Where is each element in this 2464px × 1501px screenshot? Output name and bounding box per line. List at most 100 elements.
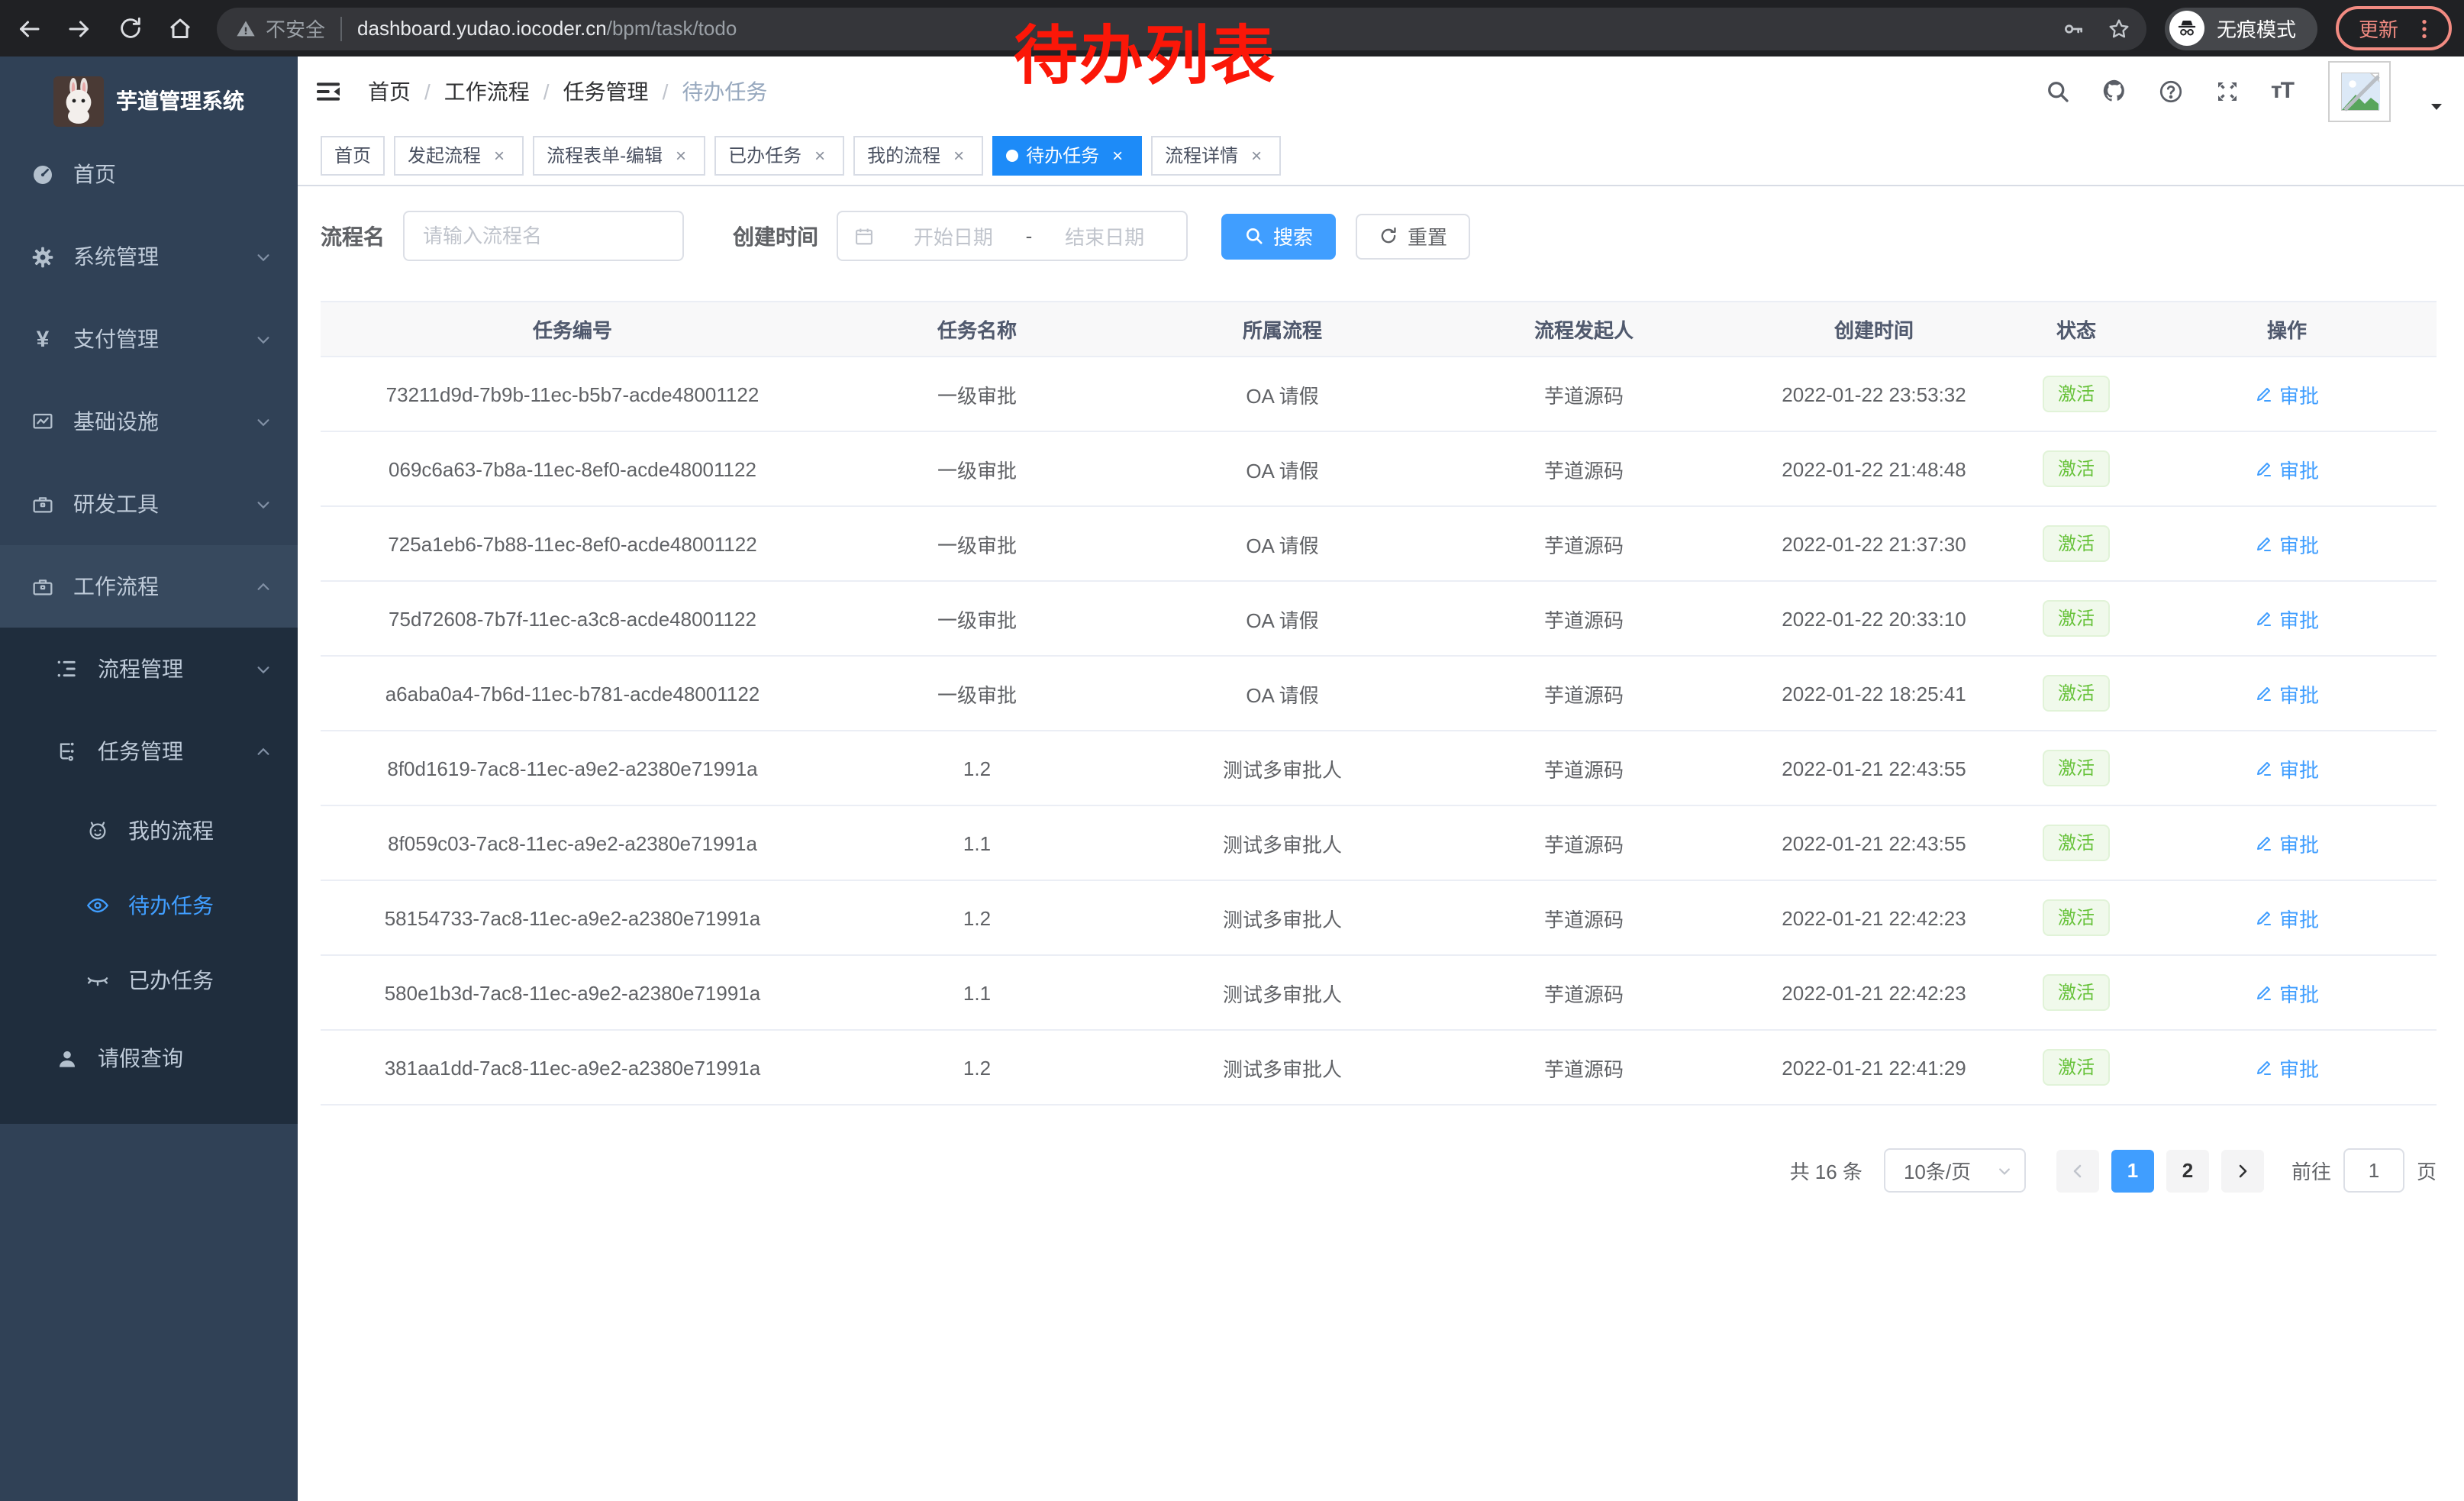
- breadcrumb: 首页 / 工作流程 / 任务管理 / 待办任务: [368, 76, 767, 106]
- tab-process-detail[interactable]: 流程详情: [1151, 135, 1282, 175]
- chevron-down-icon: [255, 414, 270, 429]
- breadcrumb-task-mgmt[interactable]: 任务管理: [563, 79, 649, 103]
- avatar-caret-icon[interactable]: [2427, 97, 2446, 115]
- page-2-button[interactable]: 2: [2166, 1149, 2209, 1192]
- close-icon[interactable]: [489, 144, 510, 166]
- page-1-button[interactable]: 1: [2111, 1149, 2154, 1192]
- not-secure-warning-icon: [235, 18, 256, 39]
- sidebar-item-system-mgmt[interactable]: 系统管理: [0, 215, 298, 298]
- process-name-input[interactable]: [403, 211, 684, 261]
- font-size-icon[interactable]: тT: [2270, 78, 2295, 104]
- chevron-down-icon: [255, 249, 270, 264]
- github-icon[interactable]: [2101, 77, 2129, 105]
- approve-link[interactable]: 审批: [2255, 978, 2319, 1007]
- bookmark-star-icon[interactable]: [2107, 16, 2131, 40]
- browser-chrome: 不安全 dashboard.yudao.iocoder.cn/bpm/task/…: [0, 0, 2464, 56]
- home-icon[interactable]: [166, 15, 194, 42]
- sidebar-item-task-mgmt[interactable]: 任务管理: [0, 710, 298, 792]
- url-host: dashboard.yudao.iocoder.cn: [357, 17, 607, 40]
- approve-link[interactable]: 审批: [2255, 754, 2319, 783]
- search-button[interactable]: 搜索: [1221, 213, 1337, 259]
- pagination: 共 16 条 10条/页 1 2: [321, 1148, 2437, 1193]
- eye-open-icon: [85, 893, 110, 917]
- app-logo-row[interactable]: 芋道管理系统: [0, 56, 298, 133]
- app-title: 芋道管理系统: [116, 89, 244, 113]
- sidebar-item-infrastructure[interactable]: 基础设施: [0, 380, 298, 463]
- date-range-picker[interactable]: 开始日期 - 结束日期: [837, 211, 1188, 261]
- approve-link[interactable]: 审批: [2255, 903, 2319, 932]
- edit-pencil-icon: [2256, 912, 2271, 925]
- sidebar-item-todo-tasks[interactable]: 待办任务: [0, 867, 298, 942]
- broken-image-icon: [2340, 72, 2379, 111]
- breadcrumb-separator: /: [424, 79, 431, 103]
- table-row: 8f0d1619-7ac8-11ec-a9e2-a2380e71991a 1.2…: [321, 731, 2437, 806]
- help-icon[interactable]: [2158, 77, 2185, 105]
- sidebar-collapse-icon[interactable]: [313, 76, 343, 106]
- close-icon[interactable]: [809, 144, 830, 166]
- next-page-button[interactable]: [2221, 1149, 2264, 1192]
- goto-page-input[interactable]: [2343, 1148, 2404, 1193]
- close-icon[interactable]: [1246, 144, 1267, 166]
- approve-link[interactable]: 审批: [2255, 454, 2319, 483]
- edit-pencil-icon: [2256, 463, 2271, 476]
- chevron-up-icon: [255, 579, 270, 594]
- avatar[interactable]: [2328, 60, 2391, 121]
- update-label: 更新: [2358, 18, 2398, 41]
- calendar-icon: [853, 225, 875, 247]
- sidebar-item-dev-tools[interactable]: 研发工具: [0, 463, 298, 545]
- sidebar-item-process-mgmt[interactable]: 流程管理: [0, 628, 298, 710]
- security-label: 不安全: [266, 18, 326, 41]
- chevron-up-icon: [255, 744, 270, 759]
- header-actions: тT: [2045, 60, 2446, 121]
- approve-link[interactable]: 审批: [2255, 679, 2319, 708]
- status-badge: 激活: [2042, 675, 2110, 712]
- approve-link[interactable]: 审批: [2255, 1053, 2319, 1082]
- sidebar-item-leave-query[interactable]: 请假查询: [0, 1017, 298, 1099]
- search-icon[interactable]: [2045, 77, 2072, 105]
- sidebar-menu: 首页 系统管理 ¥ 支付管理: [0, 133, 298, 1124]
- url-bar[interactable]: 不安全 dashboard.yudao.iocoder.cn/bpm/task/…: [217, 7, 2146, 50]
- reload-icon[interactable]: [116, 15, 144, 42]
- edit-pencil-icon: [2256, 388, 2271, 402]
- tab-home[interactable]: 首页: [321, 135, 385, 175]
- robot-face-icon: [85, 818, 110, 842]
- password-key-icon[interactable]: [2061, 16, 2085, 40]
- sidebar-item-payment-mgmt[interactable]: ¥ 支付管理: [0, 298, 298, 380]
- forward-icon[interactable]: [66, 15, 93, 42]
- tab-my-processes[interactable]: 我的流程: [853, 135, 984, 175]
- prev-page-button[interactable]: [2056, 1149, 2099, 1192]
- browser-menu-dots-icon[interactable]: [2412, 16, 2437, 40]
- edit-pencil-icon: [2256, 837, 2271, 851]
- back-icon[interactable]: [15, 15, 43, 42]
- edit-pencil-icon: [2256, 762, 2271, 776]
- breadcrumb-workflow[interactable]: 工作流程: [443, 79, 530, 103]
- col-status: 状态: [2015, 301, 2137, 357]
- sidebar-item-done-tasks[interactable]: 已办任务: [0, 942, 298, 1017]
- tab-todo-tasks[interactable]: 待办任务: [992, 135, 1143, 175]
- breadcrumb-home[interactable]: 首页: [368, 79, 411, 103]
- refresh-icon: [1379, 226, 1398, 246]
- fullscreen-icon[interactable]: [2214, 77, 2242, 105]
- incognito-icon: [2169, 11, 2204, 46]
- sidebar-item-workflow[interactable]: 工作流程: [0, 545, 298, 628]
- page-size-select[interactable]: 10条/页: [1883, 1148, 2026, 1193]
- end-date-placeholder: 结束日期: [1065, 226, 1145, 249]
- reset-button[interactable]: 重置: [1356, 213, 1471, 259]
- tab-done-tasks[interactable]: 已办任务: [714, 135, 845, 175]
- approve-link[interactable]: 审批: [2255, 828, 2319, 857]
- approve-link[interactable]: 审批: [2255, 379, 2319, 408]
- tab-start-process[interactable]: 发起流程: [394, 135, 524, 175]
- approve-link[interactable]: 审批: [2255, 604, 2319, 633]
- close-icon[interactable]: [948, 144, 969, 166]
- table-row: 8f059c03-7ac8-11ec-a9e2-a2380e71991a 1.1…: [321, 805, 2437, 881]
- tab-process-form-edit[interactable]: 流程表单-编辑: [533, 135, 706, 175]
- indent-list-icon: [55, 657, 79, 681]
- close-icon[interactable]: [1107, 144, 1128, 166]
- close-icon[interactable]: [670, 144, 692, 166]
- col-task-id: 任务编号: [321, 301, 824, 357]
- approve-link[interactable]: 审批: [2255, 529, 2319, 558]
- sidebar-item-home[interactable]: 首页: [0, 133, 298, 215]
- edit-pencil-icon: [2256, 1061, 2271, 1075]
- browser-update-button[interactable]: 更新: [2335, 6, 2452, 50]
- sidebar-item-my-processes[interactable]: 我的流程: [0, 792, 298, 867]
